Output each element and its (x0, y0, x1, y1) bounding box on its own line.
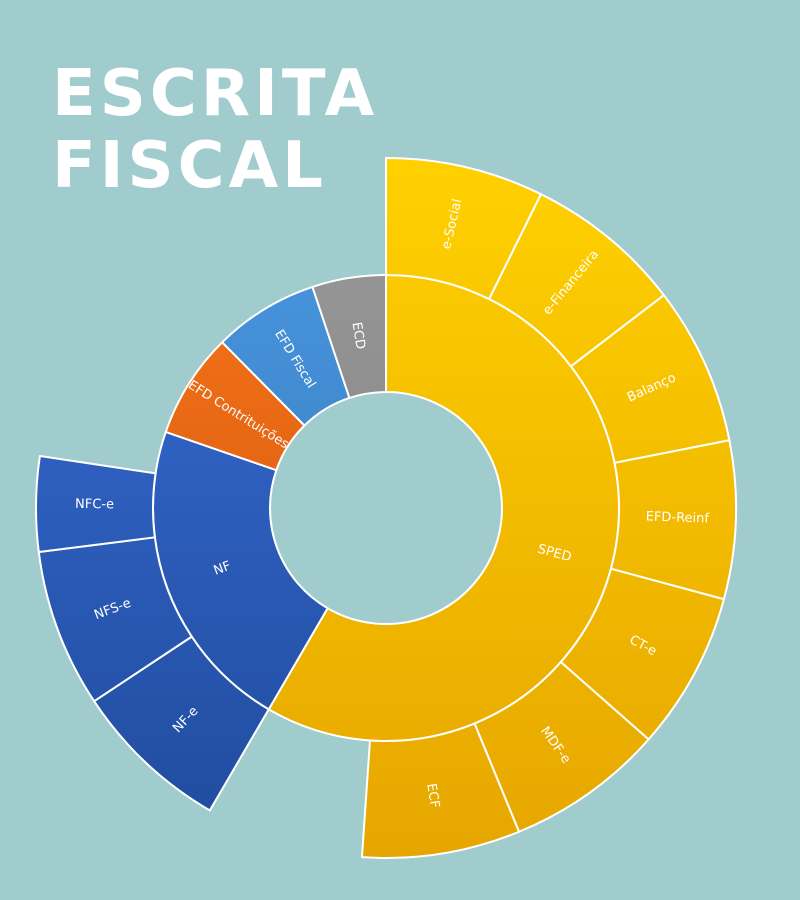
label-efd-reinf: EFD-Reinf (645, 509, 709, 526)
label-ecd: ECD (349, 321, 368, 350)
label-ecf: ECF (423, 782, 442, 809)
label-nfc-e: NFC-e (75, 497, 114, 512)
title-line-1: ESCRITA (52, 57, 379, 131)
title-line-2: FISCAL (52, 129, 327, 203)
label-nf: NF (212, 559, 233, 579)
chart-wedges (35, 157, 737, 859)
wedge-ecf (360, 722, 521, 859)
wedge-ecd (311, 274, 387, 399)
wedge-nfc-e (35, 455, 157, 554)
page-title: ESCRITA FISCAL (52, 58, 378, 202)
